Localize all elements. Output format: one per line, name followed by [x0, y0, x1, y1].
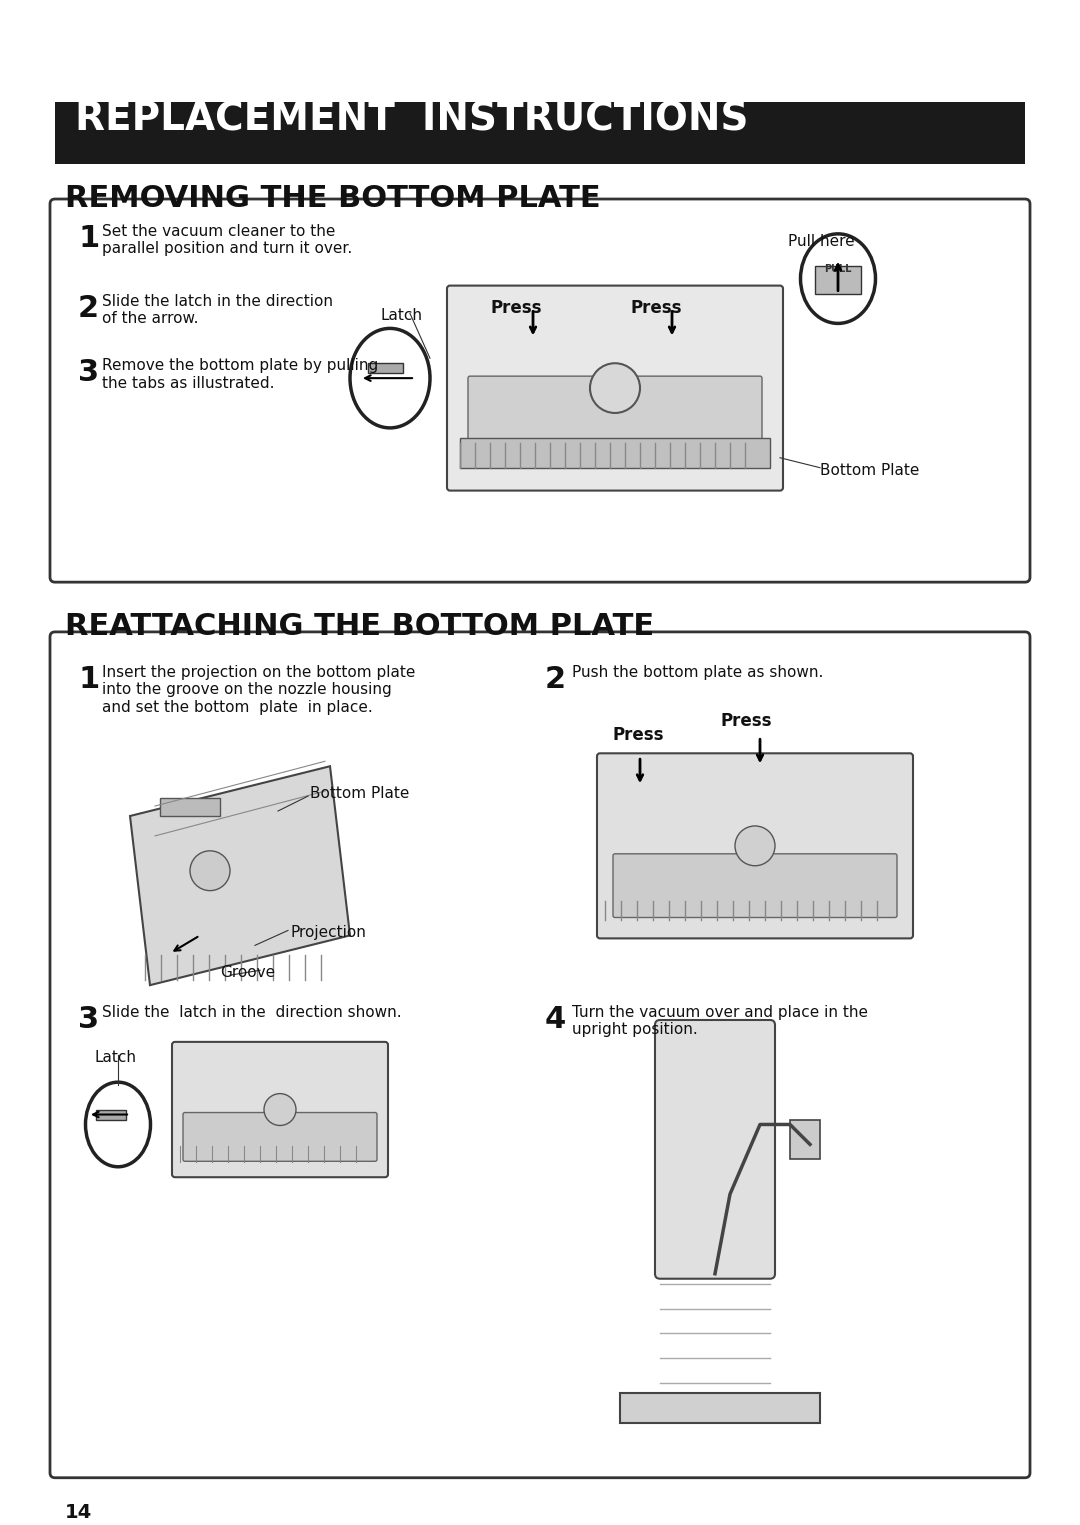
Text: Turn the vacuum over and place in the
upright position.: Turn the vacuum over and place in the up… [572, 1005, 868, 1037]
Text: Projection: Projection [291, 926, 366, 941]
Ellipse shape [85, 1083, 150, 1167]
Text: Bottom Plate: Bottom Plate [820, 462, 919, 477]
Text: Set the vacuum cleaner to the
parallel position and turn it over.: Set the vacuum cleaner to the parallel p… [102, 224, 352, 256]
Text: 2: 2 [545, 665, 566, 694]
FancyBboxPatch shape [468, 377, 762, 459]
Text: Push the bottom plate as shown.: Push the bottom plate as shown. [572, 665, 823, 680]
Text: Insert the projection on the bottom plate
into the groove on the nozzle housing
: Insert the projection on the bottom plat… [102, 665, 416, 715]
Text: Pull here: Pull here [788, 233, 854, 249]
Text: Latch: Latch [95, 1049, 137, 1064]
FancyBboxPatch shape [50, 631, 1030, 1478]
FancyBboxPatch shape [613, 854, 897, 918]
Text: 1: 1 [78, 224, 99, 253]
FancyBboxPatch shape [55, 102, 1025, 165]
Bar [620, 1394, 820, 1423]
Text: Slide the latch in the direction
of the arrow.: Slide the latch in the direction of the … [102, 293, 333, 326]
Bar [368, 363, 403, 374]
FancyBboxPatch shape [50, 200, 1030, 583]
Text: Groove: Groove [220, 965, 275, 981]
Text: REPLACEMENT  INSTRUCTIONS: REPLACEMENT INSTRUCTIONS [75, 101, 748, 139]
Text: 3: 3 [78, 358, 99, 387]
Text: 4: 4 [545, 1005, 566, 1034]
Bar [96, 1110, 126, 1119]
Text: 14: 14 [65, 1502, 92, 1522]
Bar [460, 438, 770, 468]
FancyBboxPatch shape [183, 1113, 377, 1162]
Text: 2: 2 [78, 293, 99, 323]
Text: Press: Press [720, 712, 771, 729]
FancyBboxPatch shape [447, 285, 783, 491]
Circle shape [190, 851, 230, 891]
Text: REMOVING THE BOTTOM PLATE: REMOVING THE BOTTOM PLATE [65, 185, 600, 214]
Circle shape [735, 827, 775, 866]
Text: Press: Press [630, 299, 681, 317]
Polygon shape [130, 766, 350, 985]
Ellipse shape [800, 233, 876, 323]
Text: Latch: Latch [380, 308, 422, 323]
Bar [160, 798, 220, 816]
Bar [815, 265, 861, 293]
Circle shape [590, 363, 640, 413]
FancyBboxPatch shape [172, 1042, 388, 1177]
Text: Bottom Plate: Bottom Plate [310, 787, 409, 801]
FancyBboxPatch shape [654, 1020, 775, 1279]
FancyBboxPatch shape [597, 753, 913, 938]
Text: Remove the bottom plate by pulling
the tabs as illustrated.: Remove the bottom plate by pulling the t… [102, 358, 378, 390]
Bar [789, 1119, 820, 1159]
Text: PULL: PULL [824, 264, 852, 273]
Text: 1: 1 [78, 665, 99, 694]
Ellipse shape [350, 328, 430, 429]
Text: 3: 3 [78, 1005, 99, 1034]
Text: Slide the  latch in the  direction shown.: Slide the latch in the direction shown. [102, 1005, 402, 1020]
Circle shape [264, 1093, 296, 1125]
Text: REATTACHING THE BOTTOM PLATE: REATTACHING THE BOTTOM PLATE [65, 612, 654, 640]
Text: Press: Press [490, 299, 541, 317]
Text: Press: Press [612, 726, 663, 744]
